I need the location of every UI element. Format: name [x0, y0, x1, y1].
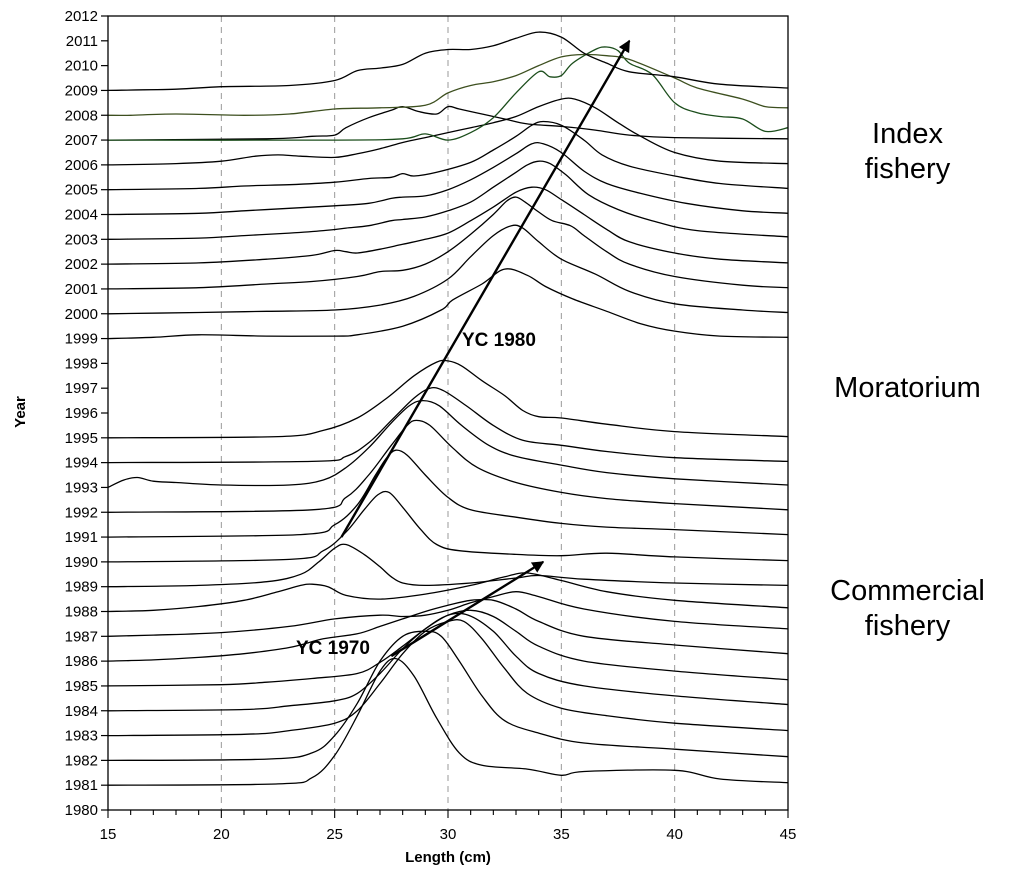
- y-tick-label: 2001: [65, 281, 98, 298]
- series-line-1994: [107, 386, 789, 464]
- y-tick-label: 2005: [65, 182, 98, 199]
- y-tick-label: 1980: [65, 802, 98, 819]
- x-tick-label: 40: [666, 826, 683, 843]
- series-line-1990: [107, 490, 789, 563]
- annotations: YC 1980 YC 1970: [296, 39, 631, 659]
- y-tick-label: 1991: [65, 529, 98, 546]
- y-tick-label: 1988: [65, 604, 98, 621]
- y-tick-label: 1984: [65, 703, 98, 720]
- x-tick-label: 35: [553, 826, 570, 843]
- y-tick-label: 2008: [65, 107, 98, 124]
- series-line-2003: [107, 160, 789, 240]
- y-tick-label: 1995: [65, 430, 98, 447]
- y-tick-label: 1983: [65, 728, 98, 745]
- series-line-2007: [107, 105, 789, 141]
- series-line-1999: [107, 268, 789, 340]
- series-line-1987: [107, 591, 789, 637]
- series-line-2001: [107, 196, 789, 290]
- x-tick-label: 15: [100, 826, 117, 843]
- y-tick-label: 2002: [65, 256, 98, 273]
- period-label: Commercial fishery: [830, 575, 985, 642]
- series-line-1995: [107, 359, 789, 439]
- y-tick-label: 1986: [65, 653, 98, 670]
- series-line-2004: [107, 141, 789, 216]
- x-tick-label: 25: [326, 826, 343, 843]
- series-line-1986: [107, 598, 789, 662]
- y-tick-label: 2000: [65, 306, 98, 323]
- y-tick-label: 2010: [65, 58, 98, 75]
- y-tick-label: 2012: [65, 8, 98, 25]
- y-tick-label: 2009: [65, 82, 98, 99]
- series-line-2009: [107, 31, 789, 92]
- y-tick-label: 2003: [65, 231, 98, 248]
- cohort-arrow: [390, 560, 545, 658]
- x-tick-label: 30: [440, 826, 457, 843]
- y-tick-label: 1997: [65, 380, 98, 397]
- series-line-2005: [107, 120, 789, 191]
- series-line-1982: [107, 630, 789, 762]
- series-line-1981: [107, 657, 789, 786]
- series-line-1991: [107, 449, 789, 538]
- period-label: Index fishery: [864, 118, 951, 186]
- series-line-1988: [107, 572, 789, 613]
- series-line-1993: [107, 399, 789, 488]
- series-line-1984: [107, 612, 789, 712]
- y-tick-label: 1996: [65, 405, 98, 422]
- period-label: Moratorium: [834, 371, 981, 404]
- series-line-1985: [107, 609, 789, 687]
- series-line-1989: [107, 543, 789, 588]
- y-tick-label: 2011: [66, 33, 98, 50]
- y-tick-label: 1998: [65, 355, 98, 372]
- x-tick-label: 45: [780, 826, 797, 843]
- cohort-label: YC 1980: [462, 330, 536, 351]
- y-tick-label: 1992: [65, 504, 98, 521]
- series-line-2006: [107, 97, 789, 166]
- series-line-2002: [107, 186, 789, 265]
- y-tick-label: 1987: [65, 628, 98, 645]
- y-tick-label: 1990: [65, 554, 98, 571]
- x-axis-title: Length (cm): [405, 849, 491, 866]
- x-tick-label: 20: [213, 826, 230, 843]
- cohort-arrow: [340, 39, 631, 538]
- y-tick-label: 2006: [65, 157, 98, 174]
- y-tick-label: 2004: [65, 207, 98, 224]
- y-tick-label: 2007: [65, 132, 98, 149]
- frequency-curves: [107, 31, 789, 786]
- y-tick-label: 1989: [65, 579, 98, 596]
- y-tick-label: 1994: [65, 455, 98, 472]
- y-tick-label: 1999: [65, 331, 98, 348]
- series-line-2007: [107, 46, 789, 141]
- y-tick-label: 1981: [65, 777, 98, 794]
- cohort-label: YC 1970: [296, 638, 370, 659]
- series-line-2008: [107, 53, 789, 117]
- y-axis-title: Year: [12, 396, 29, 428]
- series-line-2000: [107, 224, 789, 315]
- y-tick-label: 1985: [65, 678, 98, 695]
- y-tick-label: 1993: [65, 479, 98, 496]
- series-line-1992: [107, 419, 789, 513]
- axes: 1980 1981 1982 1983 1984 1985 1986 1987 1988 1989…: [65, 8, 797, 843]
- y-tick-label: 1982: [65, 752, 98, 769]
